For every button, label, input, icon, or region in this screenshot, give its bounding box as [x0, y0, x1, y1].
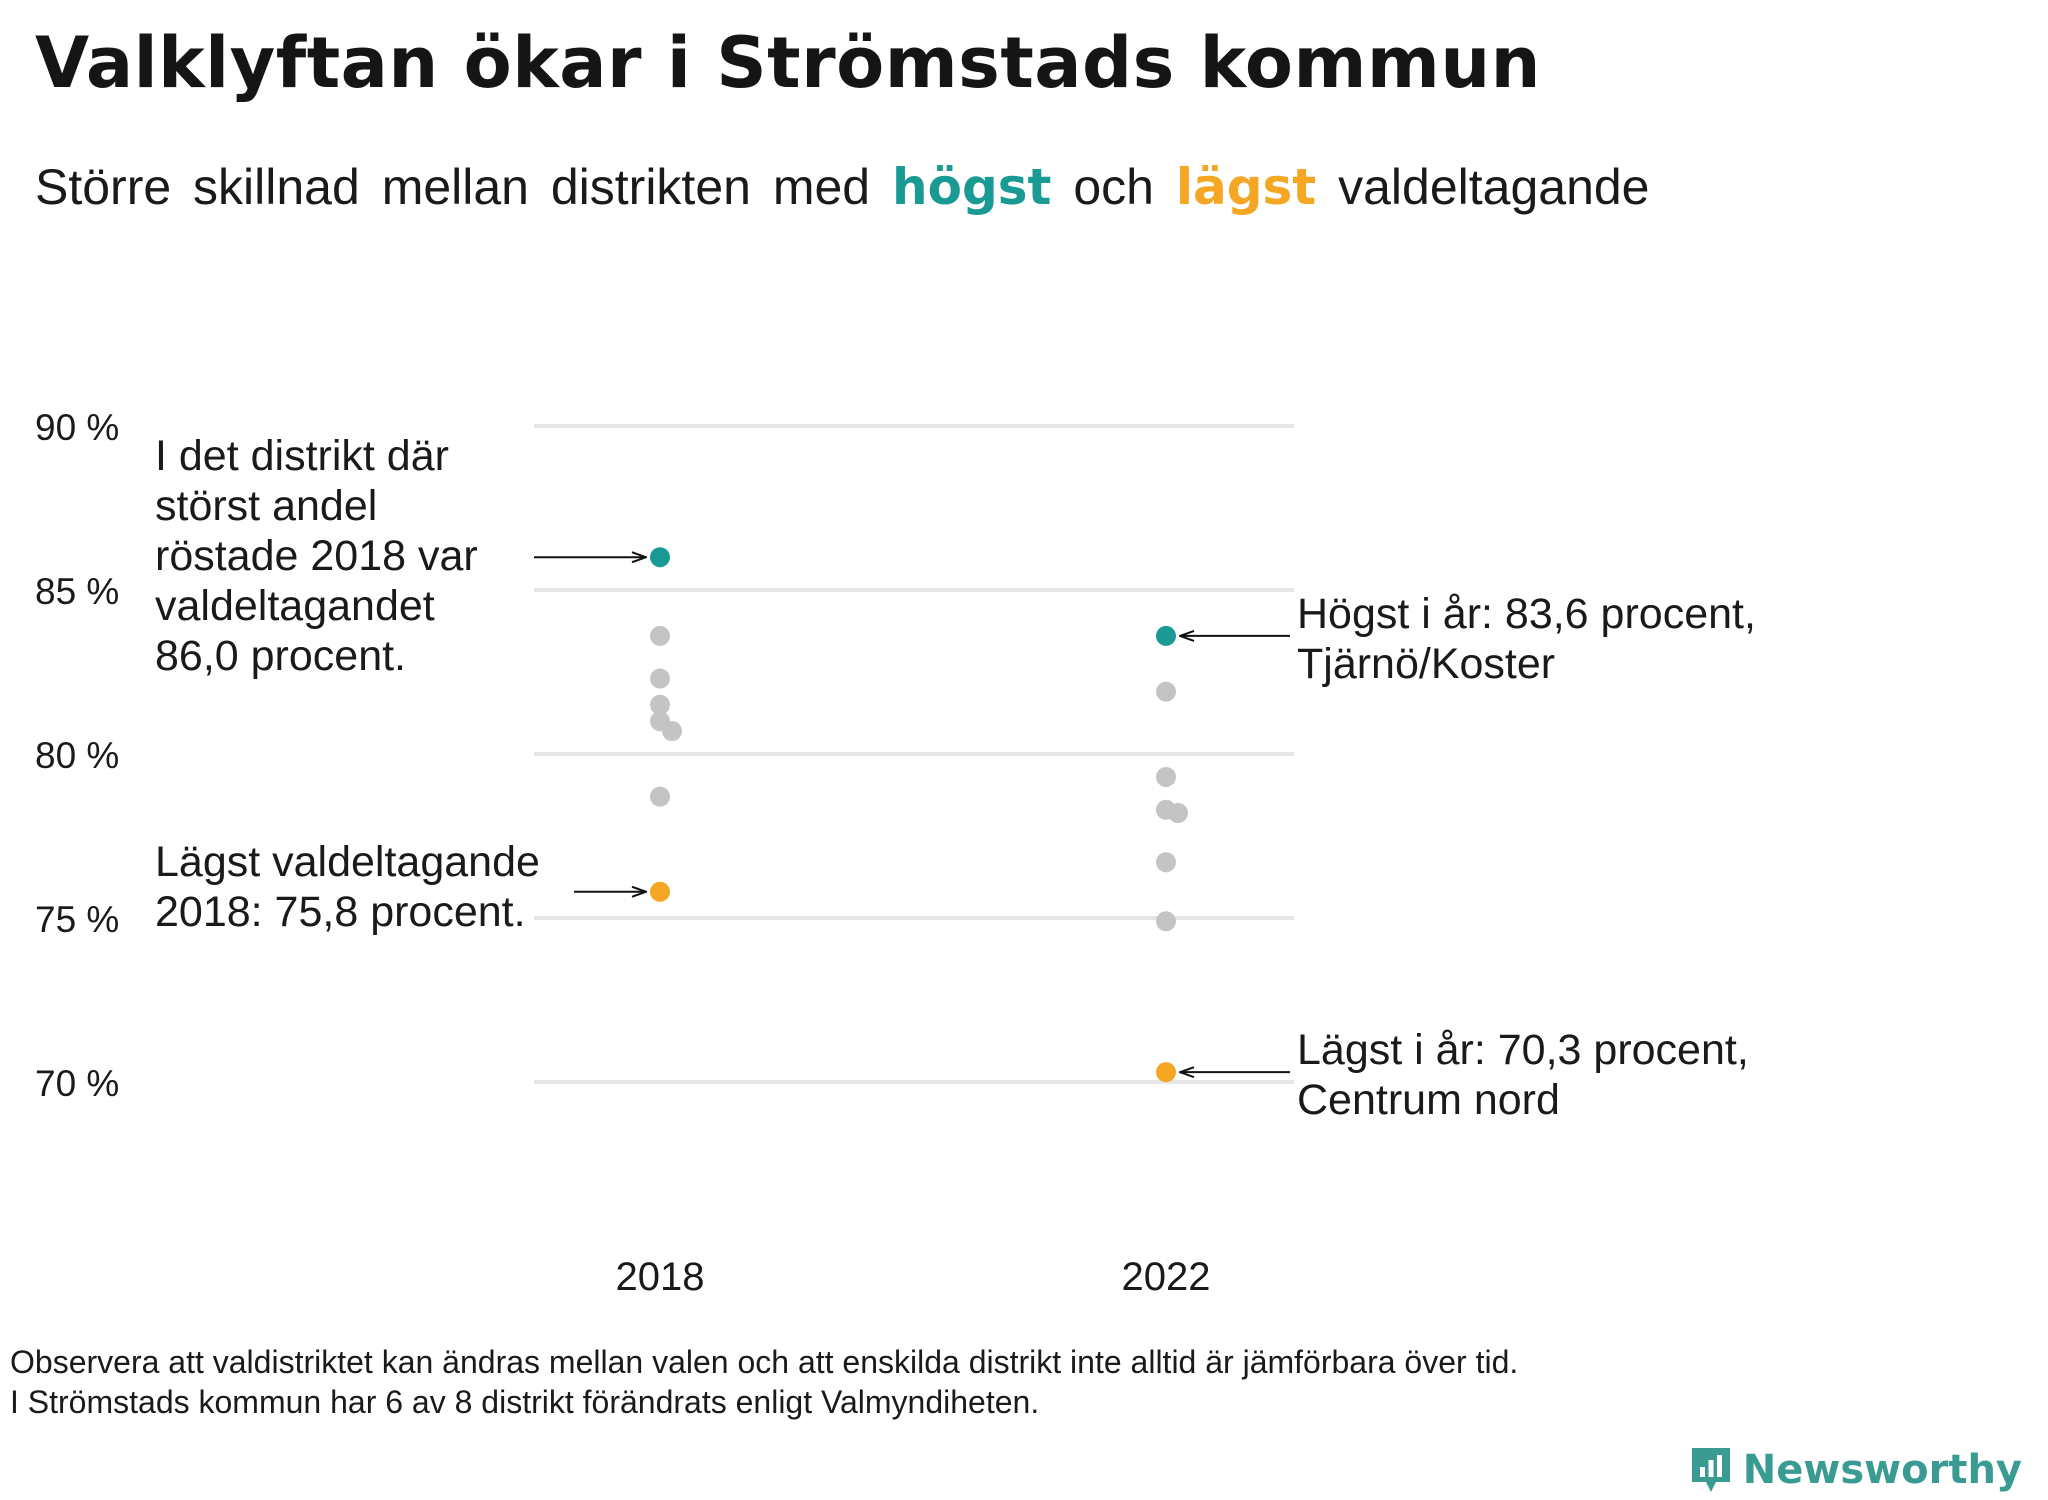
- annotation-2018-high-line-2: störst andel: [155, 482, 377, 530]
- data-point-2018-other-3: [650, 694, 670, 715]
- annotation-2018-high-line-4: valdeltagandet: [155, 582, 435, 630]
- data-point-2022-other-1: [1156, 681, 1176, 702]
- data-point-2018-low-7: [650, 881, 670, 902]
- footnote-line-2: I Strömstads kommun har 6 av 8 distrikt …: [10, 1384, 1040, 1420]
- footnote-line-1: Observera att valdistriktet kan ändras m…: [10, 1344, 1519, 1380]
- x-tick-label-2018: 2018: [616, 1255, 705, 1299]
- annotation-2018-high-line-1: I det distrikt där: [155, 432, 449, 480]
- annotation-2022-high: Högst i år: 83,6 procent, Tjärnö/Koster: [1297, 590, 1756, 688]
- y-tick-label-75: 75 %: [35, 899, 119, 940]
- data-point-2018-other-1: [650, 625, 670, 646]
- annotation-2022-high-line-1: Högst i år: 83,6 procent,: [1297, 590, 1756, 638]
- data-point-2022-other-4: [1168, 803, 1188, 824]
- y-axis-ticks: 70 % 75 % 80 % 85 % 90 %: [35, 407, 119, 1104]
- x-axis-ticks: 2018 2022: [616, 1255, 1211, 1299]
- subtitle-highlight-low: lägst: [1175, 158, 1317, 216]
- annotations: I det distrikt där störst andel röstade 20…: [155, 432, 1756, 1124]
- gridlines: [534, 424, 1294, 1084]
- subtitle-highlight-high: högst: [892, 158, 1052, 216]
- y-tick-label-90: 90 %: [35, 407, 119, 448]
- chart-title: Valklyftan ökar i Strömstads kommun: [35, 22, 1541, 104]
- newsworthy-logo-icon: [1691, 1448, 1730, 1492]
- data-point-2022-other-5: [1156, 852, 1176, 873]
- annotation-2022-low-line-2: Centrum nord: [1297, 1076, 1560, 1124]
- dot-plot-chart: 70 % 75 % 80 % 85 % 90 % 2018 2022 I det dist…: [35, 407, 1756, 1299]
- annotation-2018-low-line-1: Lägst valdeltagande: [155, 838, 540, 886]
- data-point-2018-other-6: [650, 786, 670, 807]
- footnote: Observera att valdistriktet kan ändras m…: [10, 1342, 1518, 1422]
- data-point-2022-other-2: [1156, 766, 1176, 787]
- annotation-2022-low-line-1: Lägst i år: 70,3 procent,: [1297, 1026, 1749, 1074]
- subtitle-text-1: Större skillnad mellan distrikten med: [35, 159, 871, 215]
- annotation-2018-high-line-5: 86,0 procent.: [155, 632, 406, 680]
- data-point-2022-other-6: [1156, 911, 1176, 932]
- subtitle-text-2: och: [1073, 159, 1154, 215]
- x-tick-label-2022: 2022: [1122, 1255, 1211, 1299]
- y-tick-label-85: 85 %: [35, 571, 119, 612]
- data-point-2018-other-2: [650, 668, 670, 689]
- data-point-2022-low-7: [1156, 1062, 1176, 1083]
- data-point-2018-other-5: [662, 721, 682, 742]
- data-points: [650, 547, 1188, 1083]
- data-point-2022-high-0: [1156, 625, 1176, 646]
- y-tick-label-80: 80 %: [35, 735, 119, 776]
- annotation-2018-high-line-3: röstade 2018 var: [155, 532, 478, 580]
- annotation-2018-high: I det distrikt där störst andel röstade 20…: [155, 432, 478, 680]
- brand-logo[interactable]: Newsworthy: [1689, 1440, 2022, 1500]
- annotation-arrows: [534, 557, 1290, 1072]
- annotation-2022-low: Lägst i år: 70,3 procent, Centrum nord: [1297, 1026, 1749, 1124]
- annotation-2018-low: Lägst valdeltagande 2018: 75,8 procent.: [155, 838, 540, 936]
- annotation-2018-low-line-2: 2018: 75,8 procent.: [155, 888, 526, 936]
- y-tick-label-70: 70 %: [35, 1063, 119, 1104]
- annotation-2022-high-line-2: Tjärnö/Koster: [1297, 640, 1555, 688]
- chart-subtitle: Större skillnad mellan distrikten med hö…: [35, 158, 1650, 216]
- subtitle-text-3: valdeltagande: [1338, 159, 1650, 215]
- data-point-2018-high-0: [650, 547, 670, 568]
- brand-name: Newsworthy: [1742, 1447, 2022, 1493]
